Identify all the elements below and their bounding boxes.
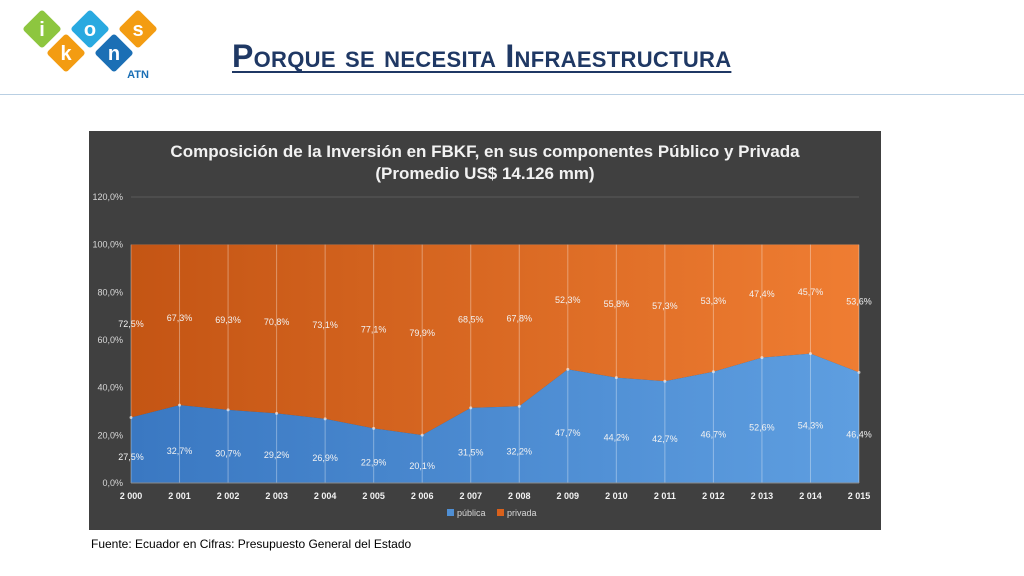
data-point-publica [372, 426, 376, 430]
data-point-publica [323, 417, 327, 421]
data-label-privada: 67,3% [167, 313, 193, 323]
x-tick-label: 2 011 [654, 491, 676, 501]
data-label-publica: 54,3% [798, 420, 824, 430]
data-label-privada: 67,8% [507, 313, 533, 323]
data-label-publica: 26,9% [312, 453, 338, 463]
data-label-privada: 47,4% [749, 289, 775, 299]
y-tick-label: 60,0% [97, 335, 123, 345]
x-tick-label: 2 014 [799, 491, 822, 501]
source-note: Fuente: Ecuador en Cifras: Presupuesto G… [91, 537, 412, 551]
data-label-publica: 52,6% [749, 422, 775, 432]
legend-swatch-privada [497, 509, 504, 516]
data-point-publica [614, 376, 618, 380]
logo-letter-o: o [84, 19, 96, 41]
data-label-privada: 68,5% [458, 314, 484, 324]
x-tick-label: 2 006 [411, 491, 434, 501]
x-tick-label: 2 009 [557, 491, 580, 501]
data-label-privada: 52,3% [555, 295, 581, 305]
data-label-publica: 31,5% [458, 447, 484, 457]
data-point-publica [275, 411, 279, 415]
logo-letter-n: n [108, 43, 120, 65]
data-label-privada: 79,9% [409, 328, 435, 338]
x-tick-label: 2 007 [459, 491, 482, 501]
data-label-privada: 57,3% [652, 301, 678, 311]
data-label-publica: 46,7% [701, 429, 727, 439]
y-tick-label: 20,0% [97, 430, 123, 440]
series-area-privada [131, 244, 859, 436]
data-point-publica [420, 433, 424, 437]
data-point-publica [517, 404, 521, 408]
y-tick-label: 0,0% [102, 478, 123, 488]
data-label-publica: 44,2% [604, 432, 630, 442]
x-tick-label: 2 000 [120, 491, 143, 501]
data-point-publica [760, 356, 764, 360]
legend-swatch-publica [447, 509, 454, 516]
y-tick-label: 120,0% [92, 192, 123, 202]
chart-title: Composición de la Inversión en FBKF, en … [170, 142, 800, 161]
data-label-privada: 70,8% [264, 317, 290, 327]
ikons-logo: i k o n s ATN [18, 10, 168, 82]
data-point-publica [226, 408, 230, 412]
data-point-publica [129, 415, 133, 419]
data-label-privada: 55,8% [604, 299, 630, 309]
data-label-privada: 72,5% [118, 319, 144, 329]
data-label-publica: 22,9% [361, 458, 387, 468]
data-label-publica: 46,4% [846, 430, 872, 440]
logo-sub: ATN [127, 69, 149, 81]
data-point-publica [808, 352, 812, 356]
data-label-publica: 29,2% [264, 450, 290, 460]
chart-subtitle: (Promedio US$ 14.126 mm) [375, 164, 595, 183]
logo-letter-s: s [132, 19, 143, 41]
x-tick-label: 2 004 [314, 491, 337, 501]
x-tick-label: 2 015 [848, 491, 871, 501]
chart-panel: Composición de la Inversión en FBKF, en … [89, 131, 881, 530]
data-label-privada: 53,3% [701, 296, 727, 306]
data-label-privada: 53,6% [846, 297, 872, 307]
page-title: Porque se necesita Infraestructura [232, 38, 732, 74]
x-tick-label: 2 002 [217, 491, 240, 501]
title-divider [0, 94, 1024, 95]
x-tick-label: 2 005 [362, 491, 385, 501]
data-label-privada: 45,7% [798, 287, 824, 297]
data-label-publica: 42,7% [652, 434, 678, 444]
stacked-area-chart: 0,0% 20,0% 40,0% 60,0% 80,0% 100,0% 120,0% 27,5… [92, 192, 872, 518]
data-label-publica: 27,5% [118, 452, 144, 462]
data-point-publica [469, 406, 473, 410]
legend-label-publica: pública [457, 508, 486, 518]
x-tick-label: 2 003 [265, 491, 288, 501]
data-point-publica [566, 367, 570, 371]
x-tick-label: 2 013 [751, 491, 774, 501]
data-label-privada: 77,1% [361, 325, 387, 335]
data-point-publica [663, 379, 667, 383]
chart-title-block: Composición de la Inversión en FBKF, en … [89, 141, 881, 185]
y-tick-label: 80,0% [97, 287, 123, 297]
x-tick-label: 2 012 [702, 491, 725, 501]
legend-label-privada: privada [507, 508, 537, 518]
data-label-publica: 30,7% [215, 448, 241, 458]
data-label-publica: 32,7% [167, 446, 193, 456]
series-area-publica [131, 353, 859, 483]
logo-letter-i: i [39, 19, 45, 41]
logo-letter-k: k [60, 43, 72, 65]
data-label-privada: 69,3% [215, 315, 241, 325]
data-label-publica: 20,1% [409, 461, 435, 471]
data-label-publica: 47,7% [555, 428, 581, 438]
x-tick-label: 2 010 [605, 491, 628, 501]
data-point-publica [857, 370, 861, 374]
data-point-publica [178, 403, 182, 407]
x-tick-label: 2 008 [508, 491, 531, 501]
data-label-publica: 32,2% [507, 447, 533, 457]
y-tick-label: 40,0% [97, 383, 123, 393]
data-point-publica [711, 370, 715, 374]
y-tick-label: 100,0% [92, 240, 123, 250]
x-tick-label: 2 001 [168, 491, 191, 501]
data-label-privada: 73,1% [312, 320, 338, 330]
